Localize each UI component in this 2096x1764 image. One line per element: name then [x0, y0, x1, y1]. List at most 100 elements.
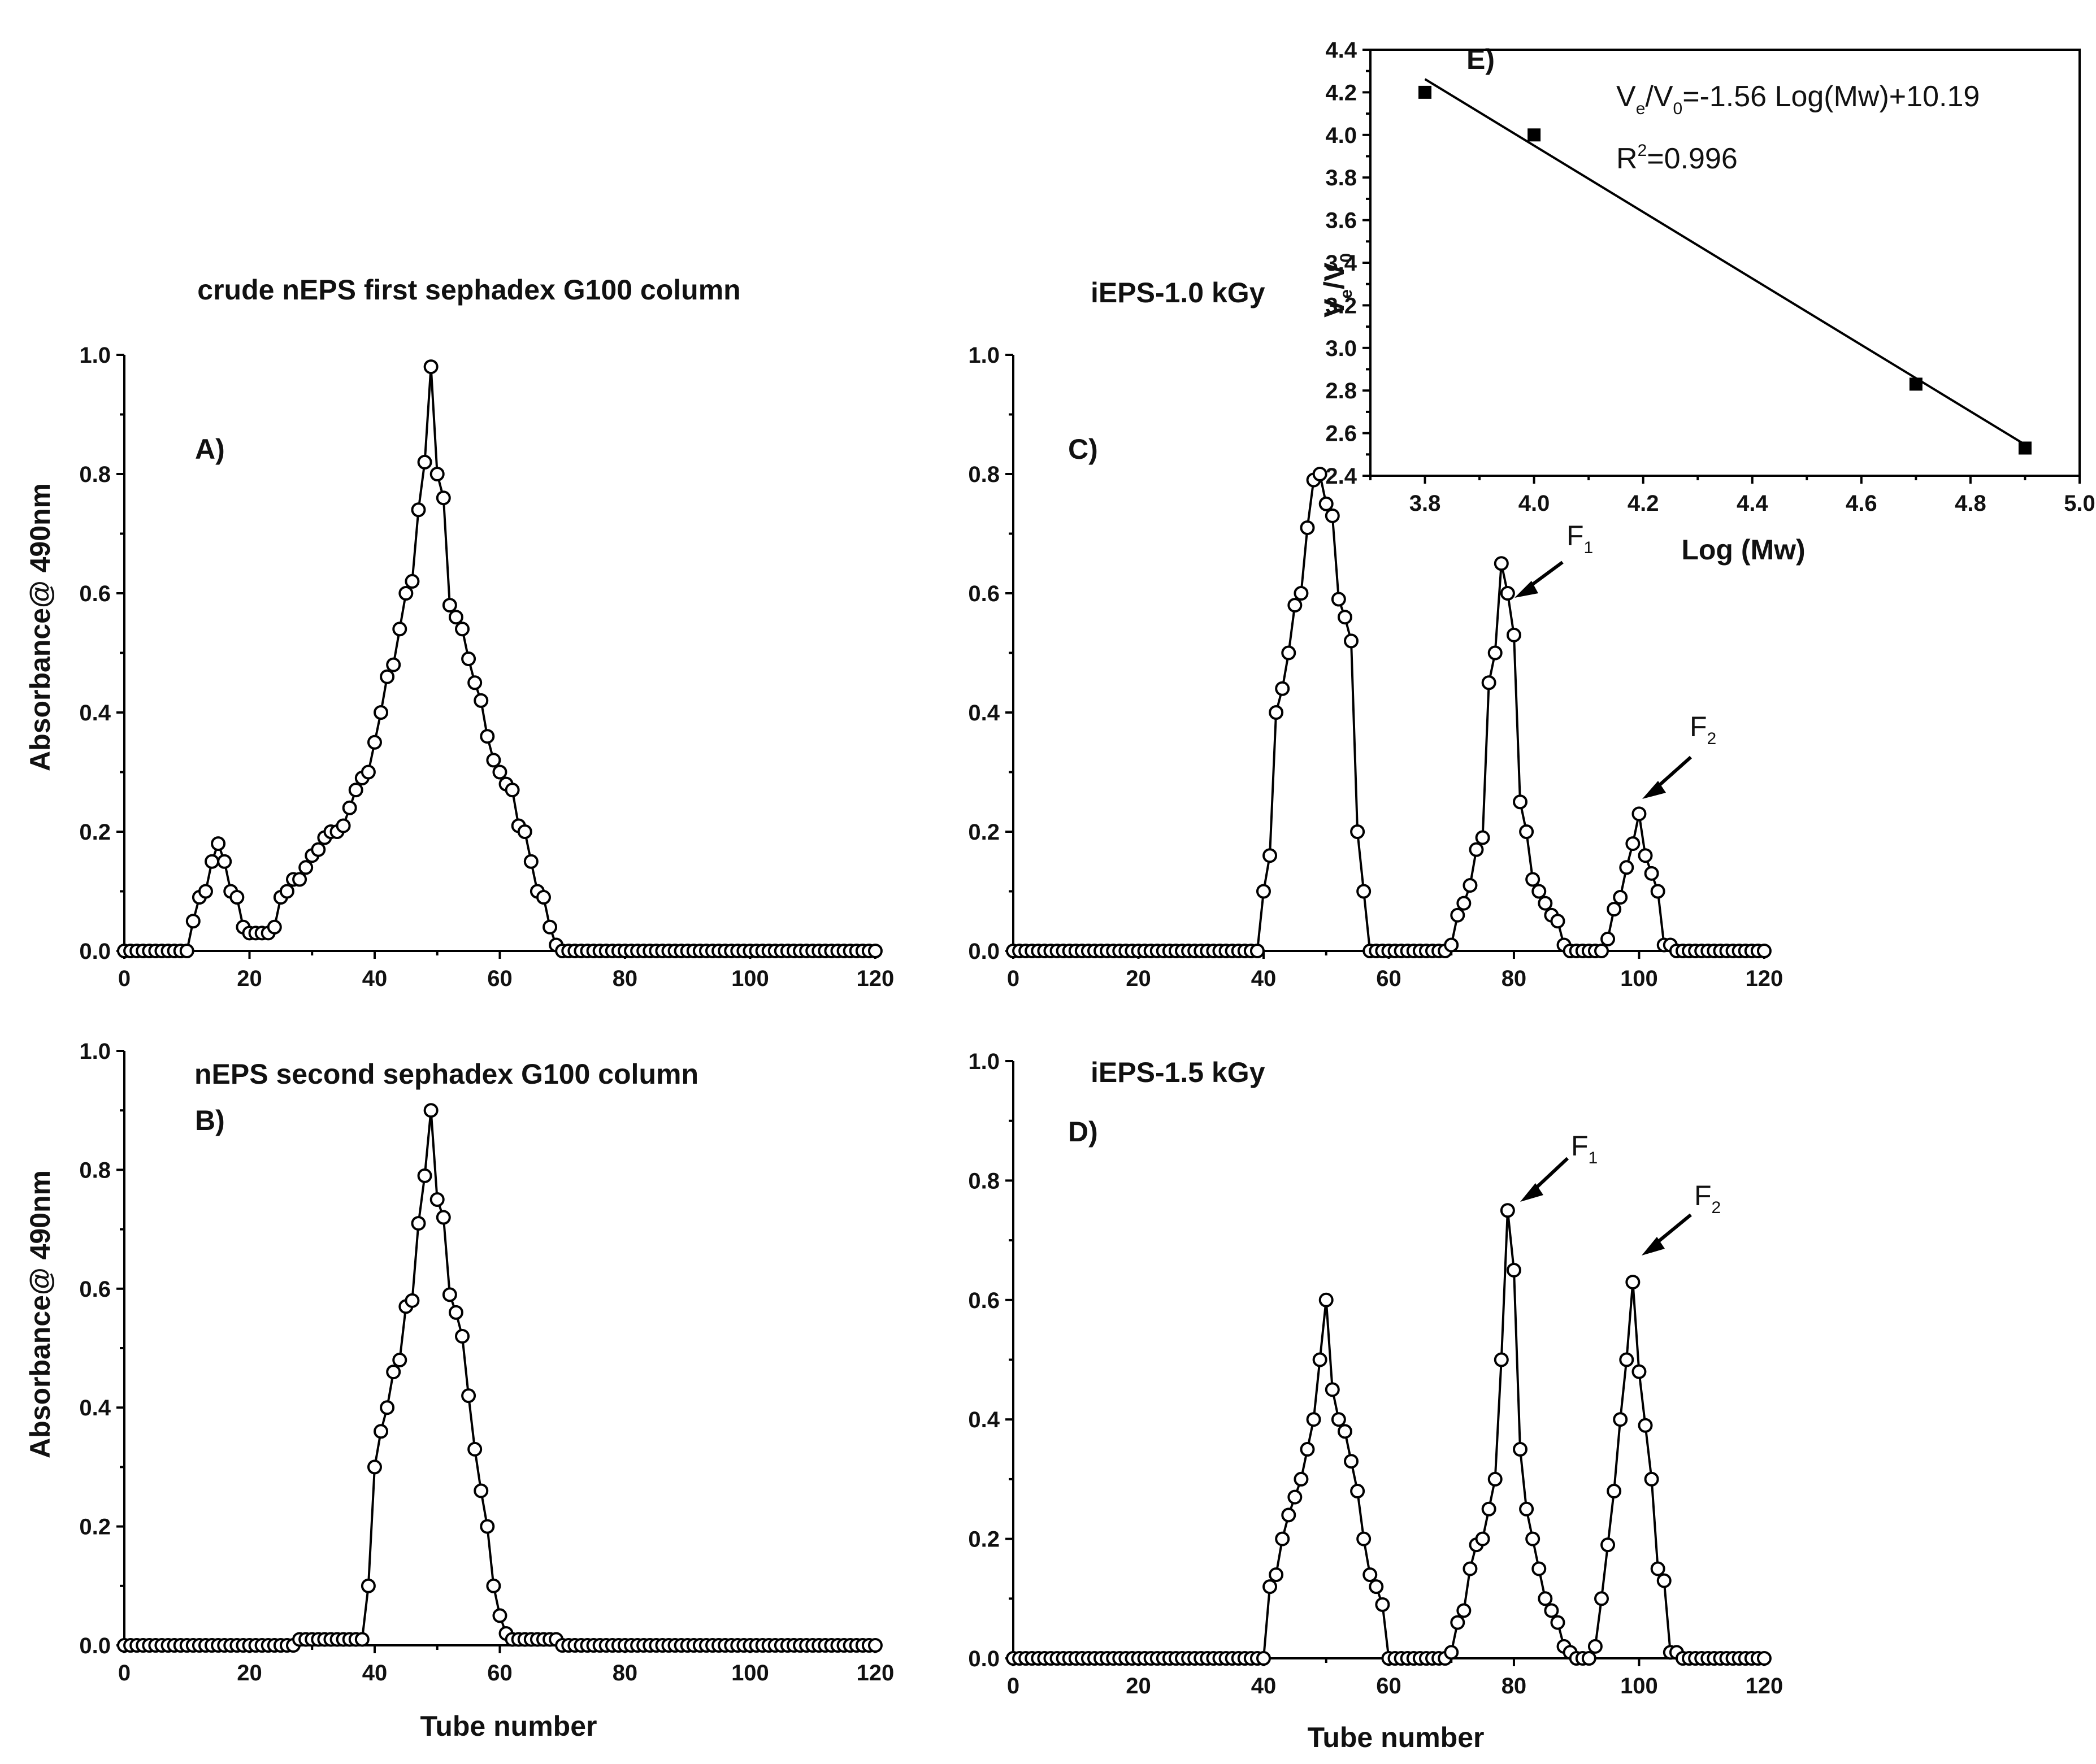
panel-c-data-point	[1331, 592, 1346, 607]
panel-e-letter: E)	[1466, 44, 1495, 75]
panel-a-xtick-label: 60	[487, 966, 513, 991]
panel-c-letter: C)	[1068, 433, 1098, 465]
panel-c-ytick-label: 0.4	[968, 701, 1000, 725]
panel-e-ytick-label: 3.2	[1325, 293, 1357, 318]
panel-e-xtick-label: 3.8	[1409, 491, 1441, 516]
panel-a-data-point	[211, 836, 226, 851]
panel-e-data-point	[2018, 441, 2032, 455]
panel-a-data-point	[292, 872, 307, 887]
panel-b-title: nEPS second sephadex G100 column	[194, 1058, 698, 1090]
panel-a-xtick-label: 120	[857, 966, 895, 991]
panel-d-data-point	[1500, 1203, 1515, 1218]
panel-d-data-point	[1587, 1639, 1603, 1654]
panel-d-data-point	[1281, 1507, 1296, 1523]
panel-c-data-point	[1475, 830, 1490, 845]
panel-e-ytick-label: 2.4	[1325, 464, 1357, 489]
panel-d-xtick-label: 0	[1007, 1674, 1019, 1698]
panel-a-data-point	[436, 490, 451, 506]
panel-e-ylabel-v: V	[1318, 298, 1350, 318]
panel-b-ytick-label: 0.4	[79, 1396, 111, 1420]
panel-c-data-point	[1756, 944, 1772, 958]
panel-c-data-point	[1513, 794, 1528, 810]
panel-a-ytick-label: 0.2	[79, 820, 111, 845]
panel-c-data-point	[1344, 633, 1359, 649]
panel-c-data-point	[1525, 872, 1540, 887]
panel-a-ytick-label: 0.6	[79, 581, 111, 606]
panel-e-xlabel: Log (Mw)	[1681, 534, 1805, 566]
panel-d-data-point	[1456, 1603, 1472, 1618]
panel-c-data-point	[1325, 508, 1340, 523]
panel-d-xtick-label: 120	[1746, 1674, 1783, 1698]
panel-e-plot: 2.4 2.6 2.8 3.0 3.2 3.4 3.6 3.8 4.0 4.2 4.4 3.8 4.0 4…	[1325, 38, 2095, 516]
panel-b-ytick-label: 0.6	[79, 1277, 111, 1302]
panel-d-chart: iEPS-1.5 kGy D) Tube number	[1068, 1057, 1484, 1753]
panel-c-ytick-label: 0.6	[968, 581, 1000, 606]
panel-c-data-point	[1625, 836, 1641, 851]
panel-d-data-point	[1600, 1537, 1616, 1553]
panel-a-data-point	[361, 764, 376, 780]
panel-c-ytick-label: 1.0	[968, 343, 1000, 368]
panel-a-data-point	[461, 651, 476, 667]
panel-a-plot: 0.0 0.2 0.4 0.6 0.8 1.0 0 20 40 60 80 100 120	[79, 343, 894, 991]
panel-c-f1-arrowhead	[1514, 581, 1538, 598]
panel-a-data-point	[442, 598, 457, 613]
panel-e-xtick-label: 4.2	[1628, 491, 1659, 516]
panel-e-xtick-label: 4.8	[1955, 491, 1986, 516]
panel-e-xtick-label: 5.0	[2064, 491, 2095, 516]
panel-d-xtick-label: 80	[1502, 1674, 1527, 1698]
panel-d-data-point	[1450, 1615, 1465, 1630]
panel-b-xtick-label: 20	[237, 1661, 262, 1685]
panel-a-data-point	[536, 890, 551, 905]
panel-b-data-point	[380, 1400, 395, 1415]
panel-d-xtick-label: 40	[1251, 1674, 1277, 1698]
panel-c-data-point	[1337, 610, 1352, 625]
panel-a-data-point	[505, 783, 520, 798]
panel-c-data-point	[1531, 884, 1547, 899]
panel-b-data-point	[354, 1632, 370, 1647]
panel-c-data-point	[1600, 931, 1616, 946]
panel-d-data-point	[1312, 1352, 1327, 1367]
panel-d-plot: 0.0 0.2 0.4 0.6 0.8 1.0 0 20 40 60 80 100 120	[968, 1049, 1783, 1698]
panel-b-data-point	[405, 1293, 420, 1308]
panel-e-data-point	[1527, 128, 1541, 142]
panel-a-data-point	[392, 622, 407, 637]
panel-e-ytick-label: 4.2	[1325, 80, 1357, 105]
panel-d-data-point	[1544, 1603, 1559, 1618]
panel-d-xtick-label: 20	[1126, 1674, 1151, 1698]
panel-d-f1-label: F1	[1571, 1130, 1598, 1167]
panel-c-data-point	[1607, 902, 1622, 917]
panel-c-f2-arrow	[1654, 755, 1692, 791]
panel-d-data-point	[1262, 1579, 1278, 1594]
panel-a-data-point	[455, 622, 470, 637]
panel-d-data-point	[1631, 1364, 1647, 1379]
panel-a-data-point	[298, 860, 314, 875]
panel-d-ytick-label: 1.0	[968, 1049, 1000, 1074]
panel-b-data-point	[386, 1365, 401, 1380]
panel-c-xtick-label: 100	[1620, 966, 1658, 991]
panel-d-data-point	[1325, 1382, 1340, 1397]
panel-a-data-point	[405, 573, 420, 589]
panel-b-data-point	[436, 1210, 451, 1225]
panel-c-xtick-label: 40	[1251, 966, 1277, 991]
panel-a-ytick-label: 0.8	[79, 462, 111, 487]
panel-a-data-point	[474, 693, 489, 708]
panel-c-data-point	[1350, 824, 1365, 839]
panel-c-ytick-label: 0.0	[968, 939, 1000, 964]
panel-d-data-point	[1513, 1442, 1528, 1457]
panel-e-chart: E) Ve/V0 Log (Mw) Ve/V0=-1.56 Log(Mw)+10…	[1318, 44, 1980, 566]
panel-d-data-point	[1337, 1424, 1352, 1439]
panel-e-ytick-label: 2.8	[1325, 379, 1357, 403]
panel-d-data-point	[1525, 1531, 1540, 1546]
panel-d-data-point	[1594, 1591, 1609, 1606]
panel-d-data-point	[1481, 1501, 1496, 1517]
panel-d-f2-label: F2	[1694, 1180, 1721, 1217]
panel-e-ytick-label: 3.8	[1325, 166, 1357, 190]
panel-c-data-point	[1450, 907, 1465, 923]
panel-c-data-point	[1312, 467, 1327, 481]
panel-d-data-point	[1613, 1412, 1628, 1427]
svg-text:Ve/V0: Ve/V0	[1318, 253, 1356, 318]
panel-a-data-point	[517, 824, 532, 839]
panel-c-title: iEPS-1.0 kGy	[1091, 277, 1265, 309]
panel-b-data-point	[486, 1578, 501, 1593]
panel-d-f2-arrowhead	[1642, 1237, 1665, 1255]
